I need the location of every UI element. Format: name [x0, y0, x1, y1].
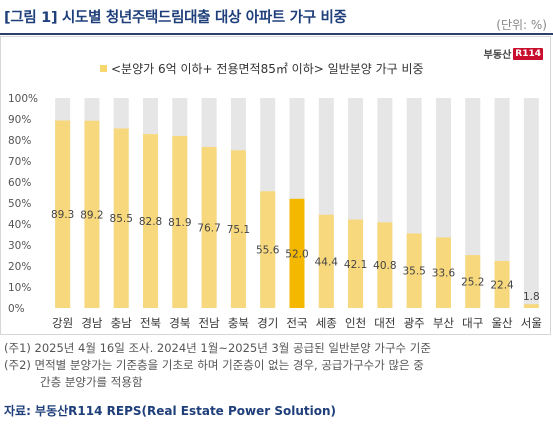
footnote-2: (주2) 면적별 분양가는 기준층을 기초로 하며 기준층이 없는 경우, 공급… [4, 358, 424, 372]
data-bar [143, 134, 159, 308]
y-tick-label: 10% [8, 282, 31, 294]
x-tick-label: 충북 [228, 316, 249, 330]
data-label: 40.8 [373, 260, 396, 272]
data-bar [113, 128, 129, 308]
data-label: 85.5 [110, 213, 133, 225]
x-tick-label: 부산 [433, 316, 455, 330]
data-label: 44.4 [315, 256, 339, 268]
background-bar [523, 98, 539, 308]
data-bar [201, 146, 217, 308]
x-tick-label: 전국 [286, 316, 307, 330]
legend-swatch [100, 65, 107, 72]
y-tick-label: 100% [8, 93, 38, 105]
brand-logo: 부동산 R114 [484, 46, 543, 61]
data-label: 42.1 [344, 259, 367, 271]
data-bar [230, 150, 246, 308]
x-tick-label: 전북 [140, 316, 161, 330]
data-label: 76.7 [197, 222, 220, 234]
unit-label: (단위: %) [496, 18, 547, 32]
data-label: 52.0 [285, 248, 308, 260]
title-divider [0, 33, 553, 35]
data-label: 22.4 [490, 279, 514, 291]
x-tick-label: 세종 [316, 316, 337, 330]
footnote-1: (주1) 2025년 4월 16일 조사. 2024년 1월~2025년 3월 … [4, 341, 431, 355]
x-tick-label: 충남 [111, 316, 133, 330]
chart-title: [그림 1] 시도별 청년주택드림대출 대상 아파트 가구 비중 [4, 10, 347, 26]
data-bar [55, 120, 71, 308]
data-label: 25.2 [461, 277, 484, 289]
footnotes: (주1) 2025년 4월 16일 조사. 2024년 1월~2025년 3월 … [4, 340, 549, 391]
data-label: 75.1 [227, 224, 250, 236]
data-label: 55.6 [256, 245, 280, 257]
x-tick-label: 인천 [345, 316, 366, 330]
x-tick-label: 경남 [81, 316, 103, 330]
data-label: 82.8 [139, 216, 162, 228]
data-bar [523, 304, 539, 308]
data-bar [435, 237, 451, 308]
logo-text: 부동산 [483, 50, 512, 61]
y-tick-label: 80% [8, 135, 31, 147]
data-bar [465, 255, 481, 308]
y-tick-label: 60% [8, 177, 31, 189]
y-tick-label: 30% [8, 240, 31, 252]
data-label: 33.6 [432, 268, 456, 280]
data-bar [318, 214, 334, 308]
data-bar [172, 136, 188, 308]
x-tick-label: 광주 [404, 316, 425, 330]
data-label: 1.8 [523, 291, 540, 303]
y-tick-label: 40% [8, 219, 31, 231]
y-tick-label: 90% [8, 114, 31, 126]
x-tick-label: 경북 [169, 316, 190, 330]
x-tick-label: 울산 [491, 316, 513, 330]
x-tick-label: 강원 [52, 316, 73, 330]
data-bar [406, 233, 422, 308]
y-tick-label: 20% [8, 261, 31, 273]
x-tick-label: 서울 [521, 316, 542, 330]
x-tick-label: 전남 [199, 316, 221, 330]
data-bar [289, 198, 305, 308]
logo-mark: R114 [513, 47, 543, 60]
background-bar [494, 98, 510, 308]
y-tick-label: 0% [8, 303, 25, 315]
data-label: 81.9 [168, 217, 191, 229]
data-bar [84, 120, 100, 309]
data-label: 89.3 [51, 209, 74, 221]
x-tick-label: 경기 [257, 316, 278, 330]
data-bar [494, 260, 510, 308]
y-tick-label: 70% [8, 156, 31, 168]
source-credit: 자료: 부동산R114 REPS(Real Estate Power Solut… [4, 404, 337, 418]
chart-legend: <분양가 6억 이하+ 전용면적85㎡ 이하> 일반분양 가구 비중 [100, 60, 424, 77]
data-bar [260, 191, 276, 308]
x-tick-label: 대구 [462, 316, 483, 330]
data-label: 89.2 [80, 209, 103, 221]
data-bar [348, 219, 364, 308]
data-label: 35.5 [402, 266, 425, 278]
legend-label: <분양가 6억 이하+ 전용면적85㎡ 이하> 일반분양 가구 비중 [111, 62, 424, 76]
data-bar [377, 222, 393, 308]
footnote-2-cont: 간층 분양가를 적용함 [40, 375, 143, 389]
y-tick-label: 50% [8, 198, 31, 210]
x-tick-label: 대전 [374, 316, 395, 330]
chart-frame [0, 36, 551, 335]
